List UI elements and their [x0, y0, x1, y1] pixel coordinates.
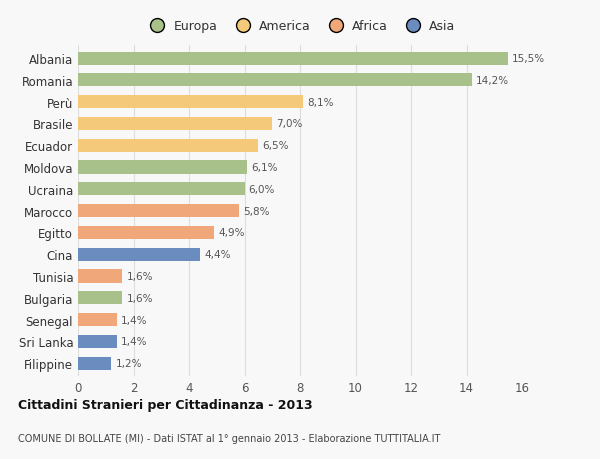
- Text: Cittadini Stranieri per Cittadinanza - 2013: Cittadini Stranieri per Cittadinanza - 2…: [18, 398, 313, 412]
- Bar: [78, 270, 122, 283]
- Bar: [78, 183, 245, 196]
- Bar: [78, 357, 112, 370]
- Bar: [78, 161, 247, 174]
- Bar: [78, 313, 117, 326]
- Bar: [78, 140, 259, 152]
- Text: 8,1%: 8,1%: [307, 97, 334, 107]
- Text: 4,9%: 4,9%: [218, 228, 245, 238]
- Text: 1,4%: 1,4%: [121, 315, 148, 325]
- Text: 4,4%: 4,4%: [204, 250, 231, 260]
- Text: COMUNE DI BOLLATE (MI) - Dati ISTAT al 1° gennaio 2013 - Elaborazione TUTTITALIA: COMUNE DI BOLLATE (MI) - Dati ISTAT al 1…: [18, 433, 440, 442]
- Bar: [78, 226, 214, 240]
- Bar: [78, 74, 472, 87]
- Text: 1,4%: 1,4%: [121, 336, 148, 347]
- Bar: [78, 96, 303, 109]
- Legend: Europa, America, Africa, Asia: Europa, America, Africa, Asia: [145, 20, 455, 33]
- Text: 15,5%: 15,5%: [512, 54, 545, 64]
- Bar: [78, 291, 122, 305]
- Text: 6,1%: 6,1%: [251, 162, 278, 173]
- Bar: [78, 335, 117, 348]
- Bar: [78, 118, 272, 131]
- Text: 6,5%: 6,5%: [263, 141, 289, 151]
- Text: 1,6%: 1,6%: [127, 293, 153, 303]
- Bar: [78, 52, 508, 66]
- Bar: [78, 205, 239, 218]
- Text: 6,0%: 6,0%: [248, 185, 275, 195]
- Text: 5,8%: 5,8%: [243, 206, 269, 216]
- Text: 7,0%: 7,0%: [277, 119, 303, 129]
- Text: 1,6%: 1,6%: [127, 271, 153, 281]
- Bar: [78, 248, 200, 261]
- Text: 14,2%: 14,2%: [476, 76, 509, 86]
- Text: 1,2%: 1,2%: [115, 358, 142, 368]
